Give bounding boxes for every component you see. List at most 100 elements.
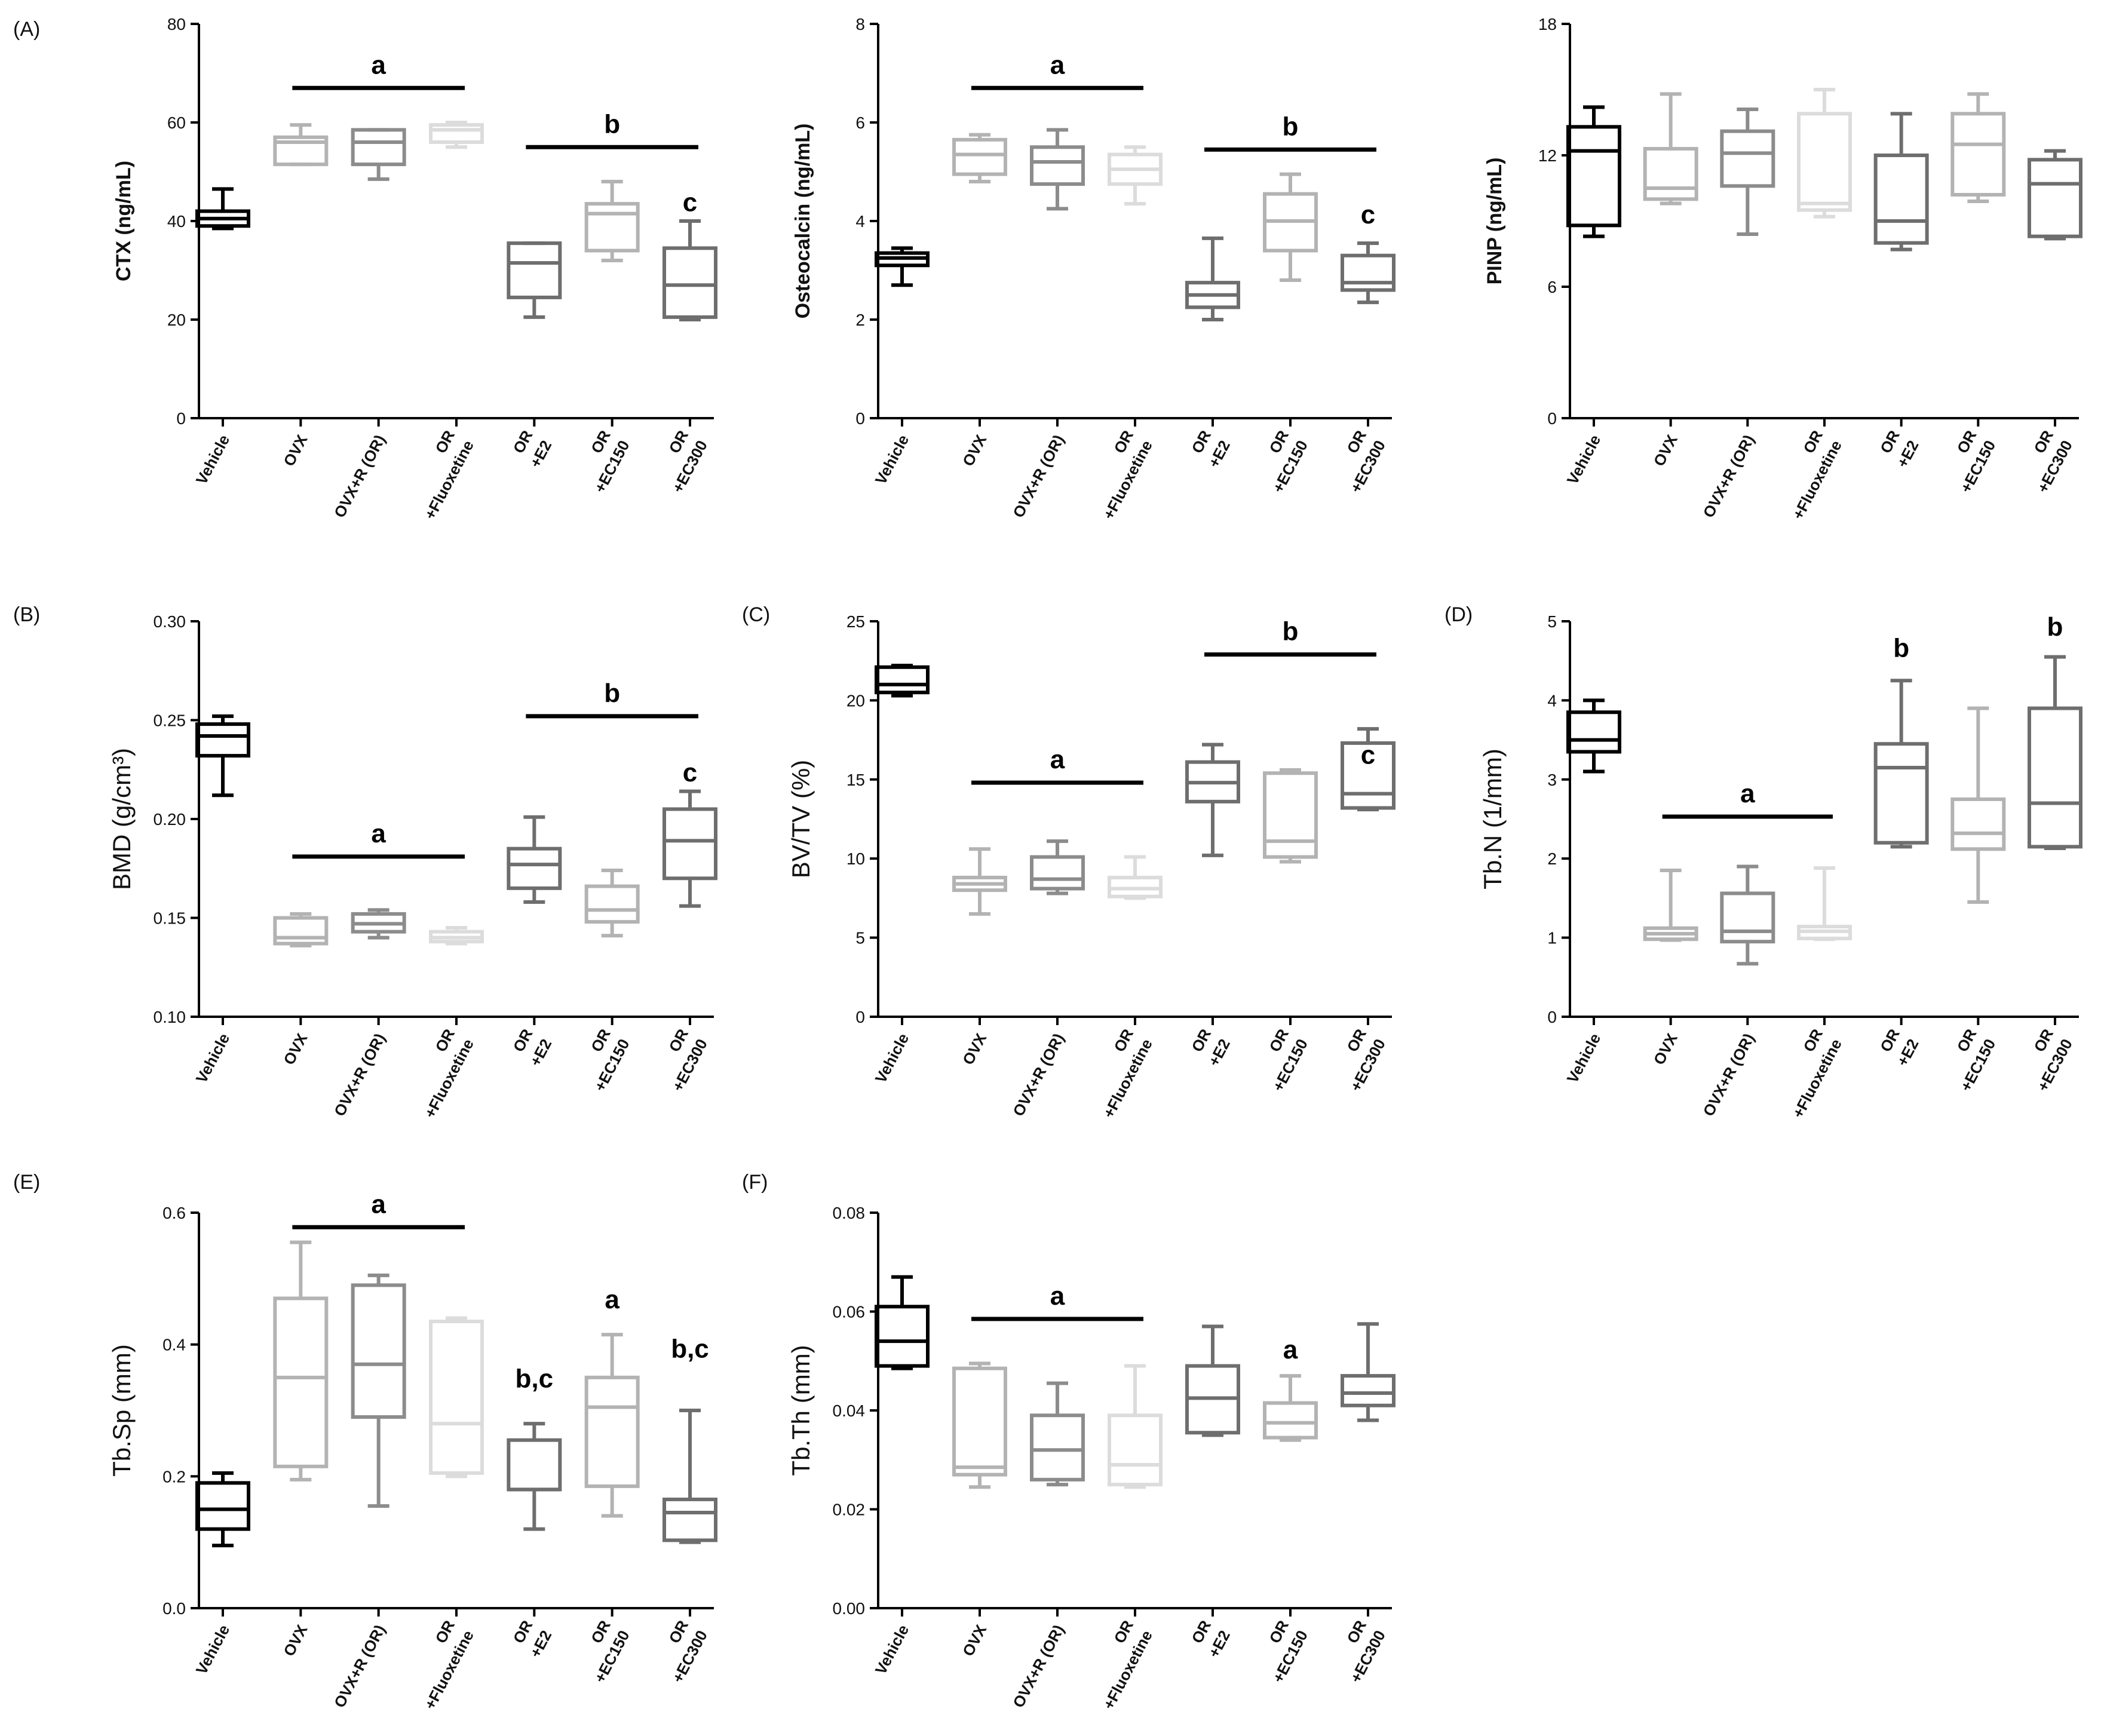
c-significance-label: b <box>1283 617 1299 646</box>
f-box <box>952 1366 1007 1477</box>
d-box <box>2028 706 2082 849</box>
a3-y-tick-label: 6 <box>1547 278 1557 296</box>
a1-significance-label: c <box>683 188 697 217</box>
d-box <box>1950 797 2006 851</box>
d-y-tick-label: 0 <box>1547 1008 1557 1026</box>
panel-label-E: (E) <box>13 1171 40 1194</box>
a1-box <box>507 241 562 299</box>
a2-box <box>952 137 1007 176</box>
f-y-tick-label: 0.02 <box>833 1501 866 1519</box>
a2-y-tick-label: 2 <box>855 311 865 329</box>
d-y-tick-label: 3 <box>1547 771 1557 789</box>
d-y-tick-label: 1 <box>1547 929 1557 947</box>
f-y-tick-label: 0.08 <box>833 1204 866 1222</box>
a1-significance-label: a <box>371 50 386 79</box>
b-y-axis-title: BMD (g/cm³) <box>108 748 136 890</box>
c-significance-label: a <box>1050 745 1065 774</box>
e-box <box>351 1283 406 1419</box>
a3-box <box>1950 112 2006 197</box>
a1-box <box>273 135 329 167</box>
a3-y-tick-label: 0 <box>1547 409 1557 428</box>
d-box <box>1720 891 1775 944</box>
f-y-tick-label: 0.06 <box>833 1303 866 1321</box>
c-y-tick-label: 25 <box>846 612 865 631</box>
a1-box <box>584 202 640 253</box>
f-box <box>1263 1401 1318 1440</box>
a2-box <box>1341 253 1395 292</box>
a2-significance-label: b <box>1283 112 1299 141</box>
a1-box <box>429 123 484 144</box>
c-box <box>1263 771 1318 859</box>
f-y-axis-title: Tb.Th (mm) <box>787 1345 815 1476</box>
d-y-tick-label: 5 <box>1547 612 1557 631</box>
a3-box <box>1566 125 1621 228</box>
a3-y-tick-label: 18 <box>1538 15 1557 33</box>
d-significance-label: b <box>1893 634 1909 663</box>
e-significance-label: b,c <box>671 1335 709 1364</box>
c-y-tick-label: 20 <box>846 691 865 710</box>
b-significance-label: a <box>371 819 386 848</box>
d-y-tick-label: 4 <box>1547 691 1557 710</box>
b-y-tick-label: 0.10 <box>154 1008 186 1026</box>
b-box <box>195 722 250 758</box>
e-significance-label: a <box>605 1285 619 1314</box>
d-y-tick-label: 2 <box>1547 849 1557 868</box>
d-y-axis-title: Tb.N (1/mm) <box>1479 749 1507 890</box>
c-y-tick-label: 15 <box>846 771 865 789</box>
e-y-tick-label: 0.6 <box>162 1204 186 1222</box>
a1-box <box>351 128 406 167</box>
d-significance-label: a <box>1740 779 1755 808</box>
f-box <box>1030 1413 1085 1482</box>
a1-y-tick-label: 40 <box>167 212 186 231</box>
e-box <box>429 1320 484 1475</box>
a3-box <box>2028 158 2082 238</box>
b-box <box>273 916 329 946</box>
e-box <box>663 1497 717 1542</box>
e-significance-label: a <box>371 1189 386 1219</box>
b-y-tick-label: 0.20 <box>154 810 186 829</box>
a3-box <box>1797 112 1852 212</box>
panel-label-C: (C) <box>742 603 770 626</box>
a3-box <box>1643 147 1698 201</box>
c-y-tick-label: 10 <box>846 849 865 868</box>
e-y-axis-title: Tb.Sp (mm) <box>108 1344 136 1477</box>
a3-y-axis-title: PINP (ng/mL) <box>1483 158 1506 285</box>
a1-y-tick-label: 20 <box>167 311 186 329</box>
e-significance-label: b,c <box>516 1364 554 1393</box>
c-box <box>1030 855 1085 891</box>
d-box <box>1873 742 1929 845</box>
b-box <box>663 807 717 881</box>
a1-significance-label: b <box>604 109 620 139</box>
b-y-tick-label: 0.25 <box>154 711 186 730</box>
f-box <box>1341 1374 1395 1407</box>
a2-y-tick-label: 8 <box>855 15 865 33</box>
a1-category-label: OR+E2 <box>507 427 555 471</box>
panel-label-B: (B) <box>13 603 40 626</box>
c-box <box>875 665 930 695</box>
e-box <box>273 1296 329 1468</box>
b-significance-label: b <box>604 679 620 708</box>
panel-label-F: (F) <box>742 1171 768 1194</box>
d-box <box>1566 710 1621 754</box>
a1-y-axis-title: CTX (ng/mL) <box>112 161 135 281</box>
a2-y-axis-title: Osteocalcin (ng/mL) <box>792 124 814 319</box>
a2-y-tick-label: 4 <box>855 212 865 231</box>
f-box <box>1108 1413 1163 1487</box>
b-y-tick-label: 0.30 <box>154 612 186 631</box>
a2-y-tick-label: 6 <box>855 114 865 132</box>
panel-label-A: (A) <box>13 18 40 41</box>
e-y-tick-label: 0.2 <box>162 1467 186 1486</box>
b-box <box>584 884 640 924</box>
a2-significance-label: c <box>1361 200 1375 229</box>
a2-significance-label: a <box>1050 50 1065 79</box>
c-box <box>1341 741 1395 810</box>
f-box <box>875 1305 930 1368</box>
f-y-tick-label: 0.04 <box>833 1401 866 1420</box>
e-y-tick-label: 0.4 <box>162 1336 186 1354</box>
a1-y-tick-label: 0 <box>176 409 186 428</box>
panel-label-D: (D) <box>1444 603 1473 626</box>
a3-box <box>1873 154 1929 245</box>
a1-y-tick-label: 80 <box>167 15 186 33</box>
a2-y-tick-label: 0 <box>855 409 865 428</box>
